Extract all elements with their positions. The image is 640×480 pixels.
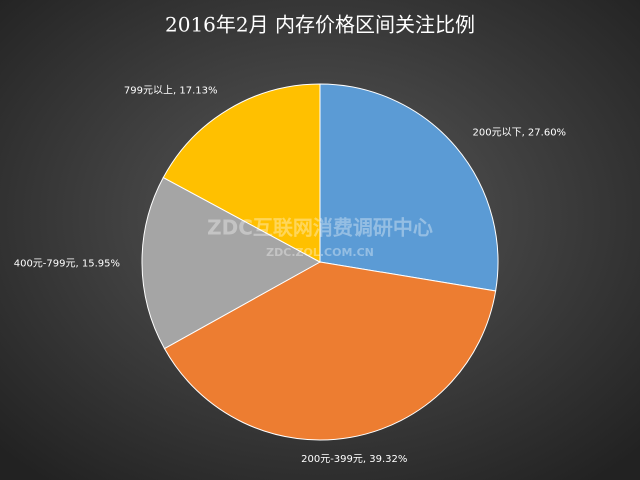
data-label: 200元以下, 27.60% [472, 128, 566, 139]
pie-slice [319, 83, 499, 292]
watermark-url: ZDC.ZOL.COM.CN [266, 246, 374, 259]
data-label: 799元以上, 17.13% [124, 84, 218, 96]
chart-title: 2016年2月 内存价格区间关注比例 [165, 13, 475, 37]
pie-slice [163, 261, 497, 441]
data-label: 200元-399元, 39.32% [301, 454, 407, 465]
pie [141, 83, 499, 441]
pie-slice [162, 83, 321, 263]
data-label: 400元-799元, 15.95% [14, 258, 120, 269]
watermark: ZDC互联网消费调研中心 [207, 216, 433, 240]
pie-slice [141, 176, 322, 350]
